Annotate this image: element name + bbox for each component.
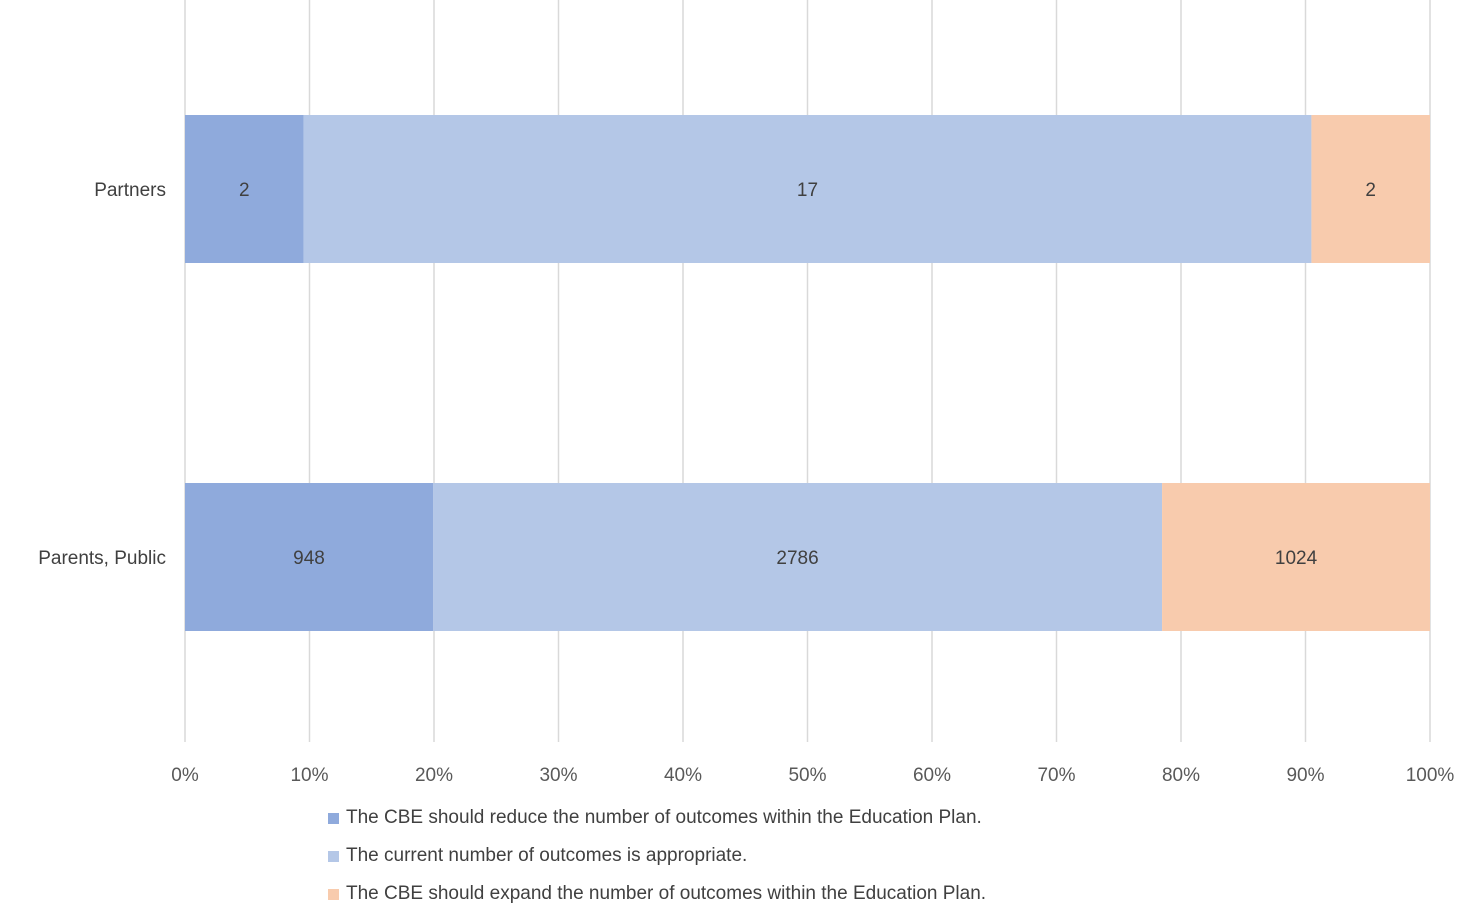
x-tick-label: 80% — [1162, 765, 1200, 786]
x-tick-label: 90% — [1286, 765, 1324, 786]
legend-label-reduce: The CBE should reduce the number of outc… — [346, 807, 982, 828]
x-tick-label: 40% — [664, 765, 702, 786]
legend: The CBE should reduce the number of outc… — [328, 807, 987, 922]
x-tick-label: 10% — [290, 765, 328, 786]
x-tick-label: 0% — [171, 765, 199, 786]
legend-label-expand: The CBE should expand the number of outc… — [346, 883, 987, 904]
legend-label-current: The current number of outcomes is approp… — [346, 845, 748, 866]
x-tick-label: 30% — [539, 765, 577, 786]
category-label: Parents, Public — [38, 548, 166, 569]
legend-swatch-current — [328, 850, 339, 862]
bar-segment — [433, 483, 1163, 631]
legend-item-expand: The CBE should expand the number of outc… — [328, 883, 987, 904]
legend-item-current: The current number of outcomes is approp… — [328, 845, 986, 866]
x-tick-label: 100% — [1406, 765, 1455, 786]
bar-segment — [185, 115, 304, 263]
data-label: 1024 — [1275, 548, 1318, 569]
x-tick-label: 60% — [913, 765, 951, 786]
category-label: Partners — [94, 180, 166, 201]
data-label: 2 — [1365, 180, 1376, 201]
x-tick-label: 20% — [415, 765, 453, 786]
data-label: 948 — [293, 548, 325, 569]
data-label: 2 — [239, 180, 250, 201]
legend-swatch-expand — [328, 888, 339, 900]
data-label: 17 — [797, 180, 818, 201]
legend-swatch-reduce — [328, 812, 339, 824]
bar-segment — [303, 115, 1312, 263]
bar-segment — [185, 483, 434, 631]
legend-item-reduce: The CBE should reduce the number of outc… — [328, 807, 986, 828]
x-tick-label: 50% — [788, 765, 826, 786]
x-tick-label: 70% — [1037, 765, 1075, 786]
data-label: 2786 — [776, 548, 818, 569]
bar-segment — [1162, 483, 1430, 631]
bar-segment — [1311, 115, 1430, 263]
